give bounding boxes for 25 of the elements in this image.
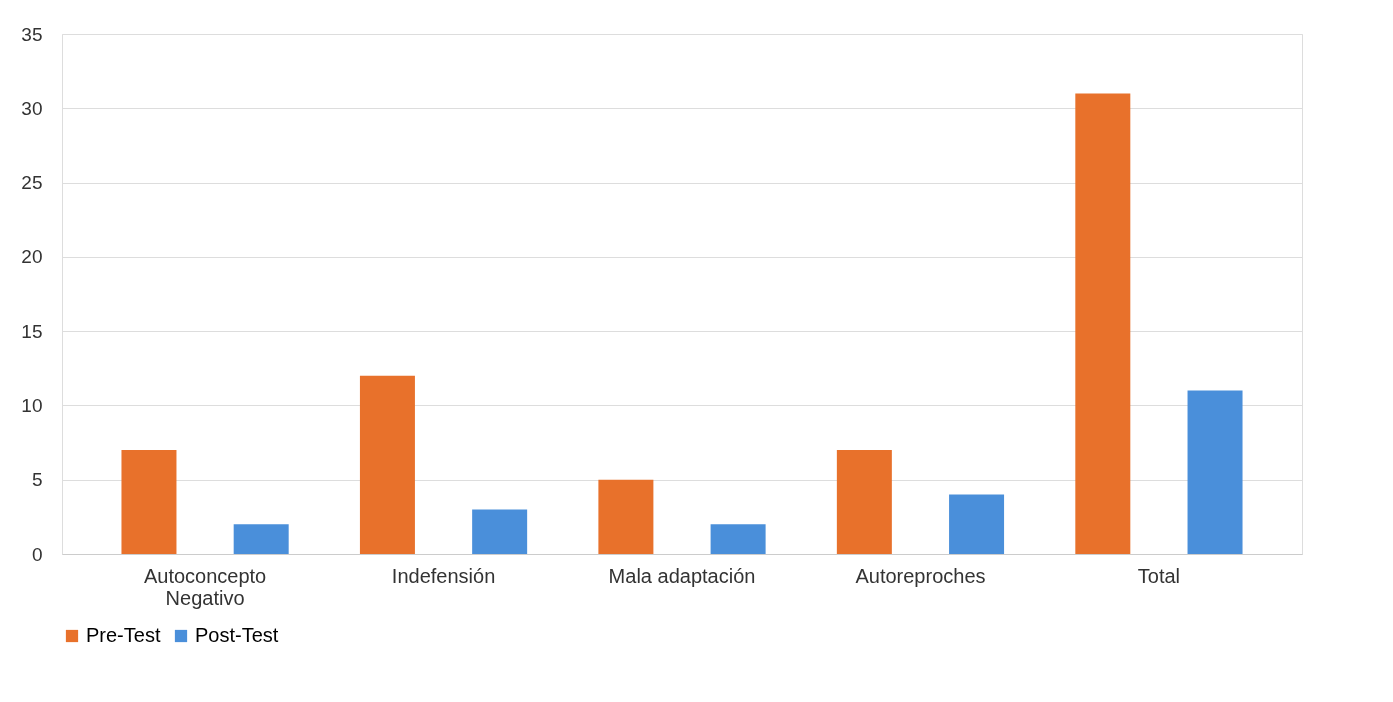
y-tick-label: 20 — [21, 246, 43, 268]
bar — [710, 524, 766, 554]
y-tick-label: 5 — [31, 469, 43, 491]
legend-label: Pre-Test — [86, 624, 161, 646]
bar — [359, 375, 415, 554]
bar — [836, 450, 892, 554]
bar — [233, 524, 289, 554]
bar — [1075, 93, 1131, 554]
bar — [1187, 390, 1243, 554]
y-tick-label: 15 — [21, 320, 43, 342]
y-tick-label: 35 — [21, 23, 43, 45]
legend-label: Post-Test — [195, 624, 279, 646]
bar — [598, 479, 654, 554]
y-tick-label: 10 — [21, 394, 43, 416]
x-tick-label: Autoreproches — [855, 564, 986, 587]
x-tick-label: Total — [1137, 564, 1181, 587]
y-tick-label: 0 — [31, 543, 43, 565]
bar — [472, 509, 528, 554]
bar — [949, 494, 1005, 554]
x-tick-label: Indefensión — [391, 564, 496, 587]
x-tick-label: Mala adaptación — [608, 564, 756, 587]
x-tick-label: Autoconcepto Negativo — [143, 564, 267, 609]
bar — [121, 450, 177, 554]
y-tick-label: 25 — [21, 172, 43, 194]
y-tick-label: 30 — [21, 97, 43, 119]
